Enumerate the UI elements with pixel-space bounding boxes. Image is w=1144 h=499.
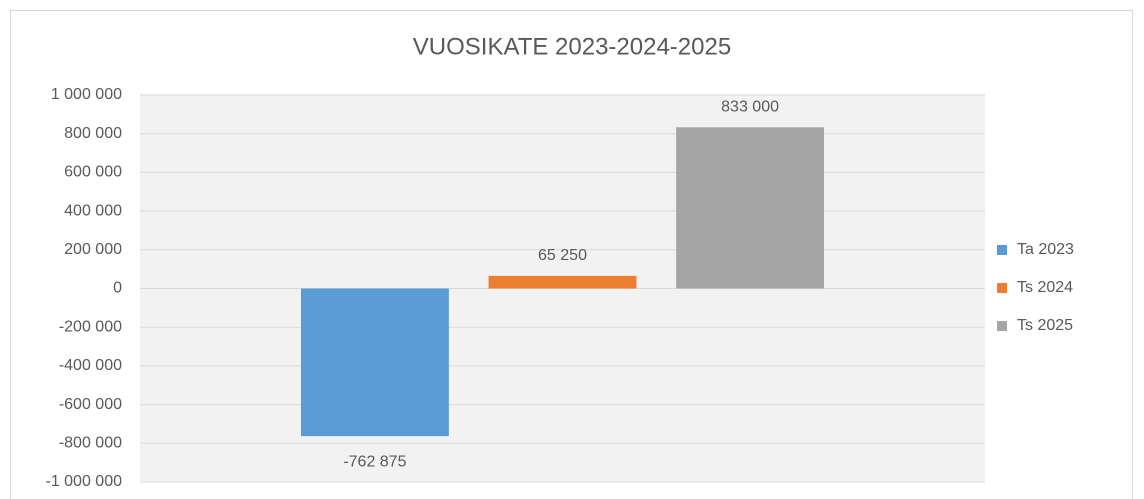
bar xyxy=(300,288,449,437)
y-tick-label: 0 xyxy=(113,280,122,297)
legend-label: Ts 2025 xyxy=(1017,317,1073,334)
legend-swatch xyxy=(997,321,1007,331)
y-tick-label: 200 000 xyxy=(64,241,122,258)
y-tick-label: -800 000 xyxy=(59,435,122,452)
y-tick-label: -600 000 xyxy=(59,396,122,413)
legend-swatch xyxy=(997,283,1007,293)
y-tick-label: 800 000 xyxy=(64,125,122,142)
y-tick-label: 600 000 xyxy=(64,164,122,181)
y-tick-label: 1 000 000 xyxy=(51,86,122,103)
y-tick-label: -200 000 xyxy=(59,318,122,335)
y-tick-label: -1 000 000 xyxy=(45,473,122,490)
bar xyxy=(676,127,825,289)
data-label: 65 250 xyxy=(538,247,587,264)
y-tick-label: -400 000 xyxy=(59,357,122,374)
y-tick-label: 400 000 xyxy=(64,202,122,219)
legend-swatch xyxy=(997,245,1007,255)
legend-label: Ts 2024 xyxy=(1017,279,1073,296)
data-label: -762 875 xyxy=(343,453,406,470)
bar xyxy=(488,275,637,289)
data-label: 833 000 xyxy=(721,99,779,116)
chart-title: VUOSIKATE 2023-2024-2025 xyxy=(413,33,731,60)
legend-label: Ta 2023 xyxy=(1017,241,1074,258)
